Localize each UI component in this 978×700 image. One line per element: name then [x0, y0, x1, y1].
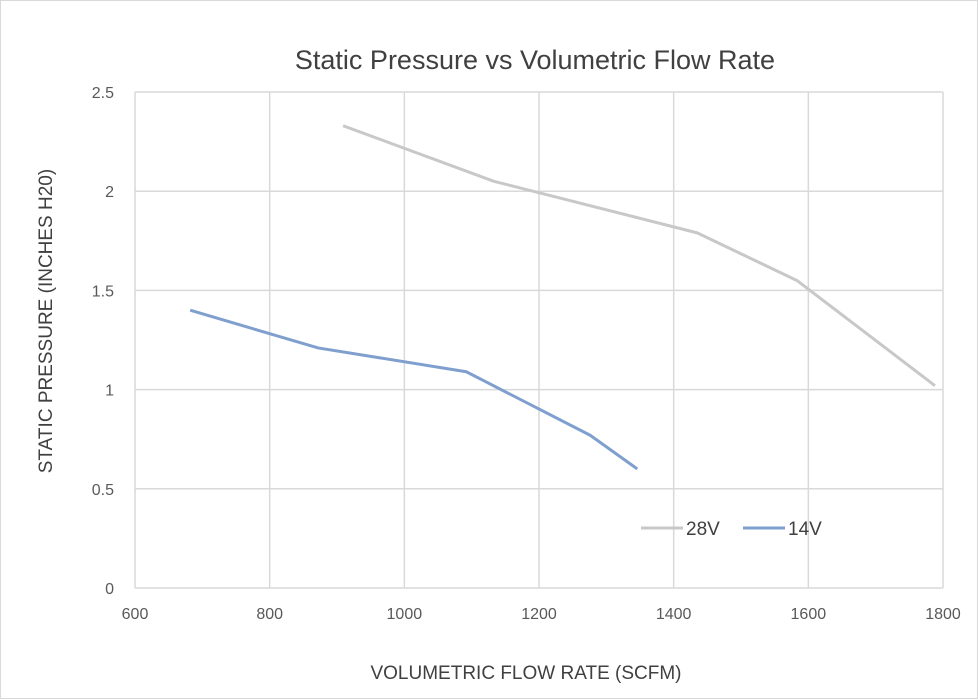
x-axis-label: VOLUMETRIC FLOW RATE (SCFM) — [370, 663, 681, 684]
y-tick-label: 0 — [105, 581, 114, 598]
x-tick-label: 1800 — [925, 606, 961, 623]
y-tick-label: 2 — [105, 184, 114, 201]
y-tick-label: 2.5 — [92, 85, 114, 102]
y-axis-label: STATIC PRESSURE (INCHES H20) — [36, 169, 57, 473]
x-tick-label: 1000 — [387, 606, 423, 623]
legend: 28V 14V — [641, 519, 822, 540]
y-tick-label: 1.5 — [92, 283, 114, 300]
legend-label: 14V — [788, 519, 822, 540]
x-tick-label: 800 — [256, 606, 283, 623]
x-tick-label: 1600 — [791, 606, 827, 623]
x-tick-label: 1200 — [521, 606, 557, 623]
series-line-14v — [189, 308, 639, 471]
y-axis-ticks: 0 0.5 1 1.5 2 2.5 — [92, 85, 114, 598]
x-axis-ticks: 600 800 1000 1200 1400 1600 1800 — [122, 606, 961, 623]
x-tick-label: 600 — [122, 606, 149, 623]
y-tick-label: 0.5 — [92, 482, 114, 499]
series-lines — [189, 124, 936, 471]
chart-title: Static Pressure vs Volumetric Flow Rate — [295, 45, 775, 75]
legend-label: 28V — [686, 519, 720, 540]
gridlines — [134, 91, 944, 589]
y-tick-label: 1 — [105, 383, 114, 400]
series-line-28v — [342, 124, 936, 387]
x-tick-label: 1400 — [656, 606, 692, 623]
